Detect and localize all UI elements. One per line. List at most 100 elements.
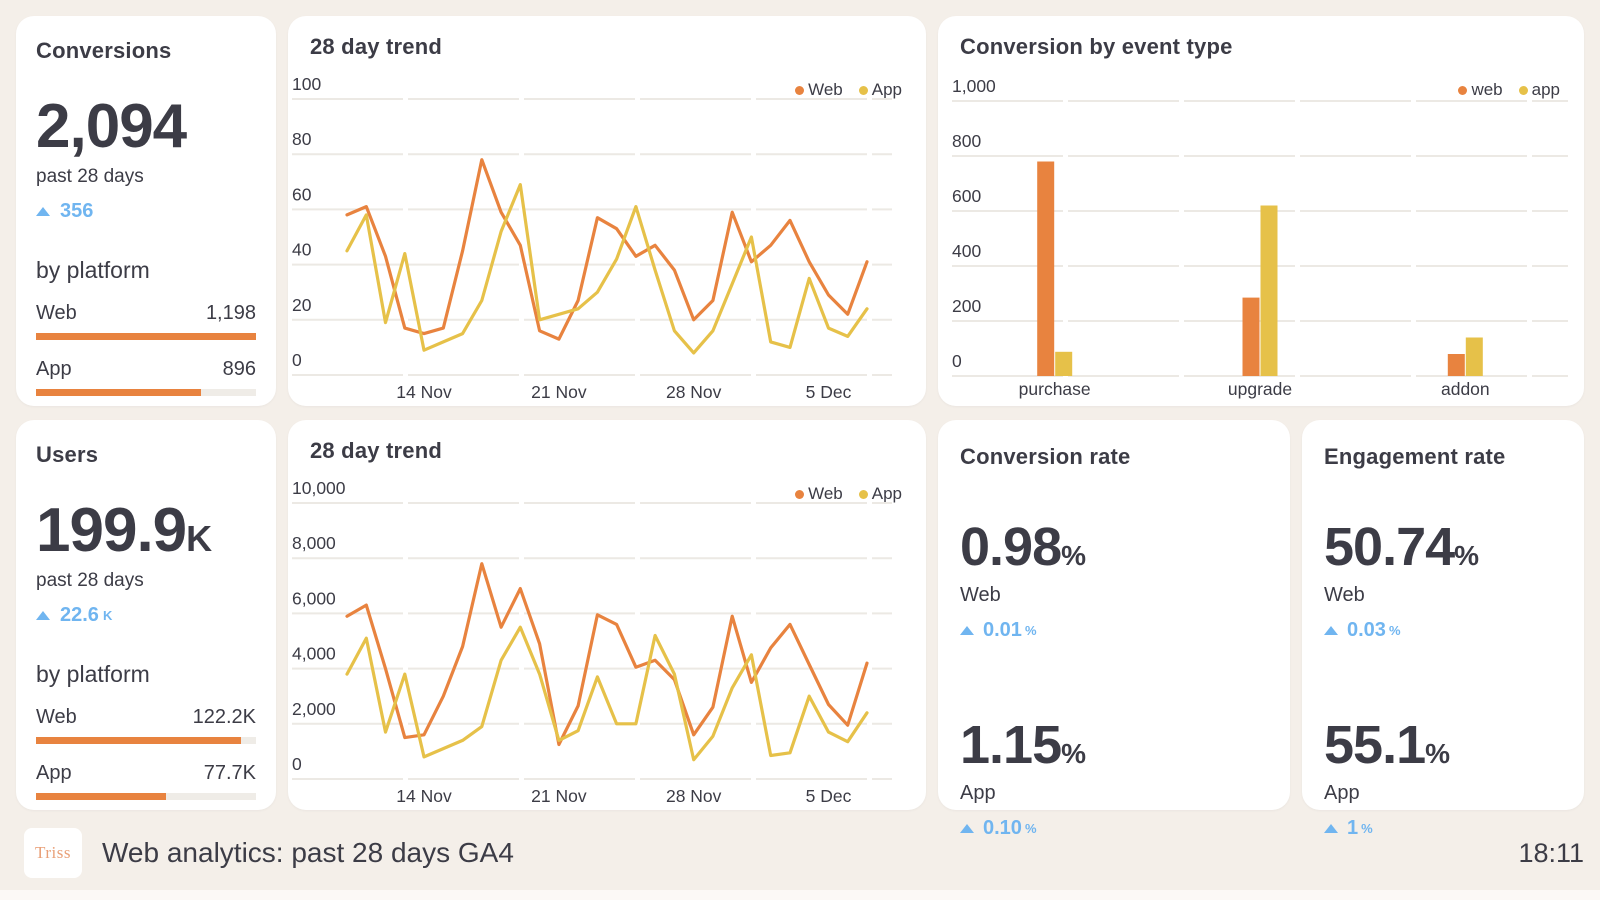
svg-text:5 Dec: 5 Dec: [806, 786, 852, 806]
up-arrow-icon: [36, 611, 50, 620]
rate-value: 1.15%: [960, 718, 1268, 772]
platform-bar-fill: [36, 333, 256, 340]
svg-text:8,000: 8,000: [292, 533, 336, 553]
svg-text:1,000: 1,000: [952, 76, 996, 96]
platform-value: 1,198: [205, 302, 256, 324]
card-title: Users: [36, 442, 99, 467]
delta-value: 22.6: [60, 604, 99, 626]
metric-value: 2,094: [36, 96, 256, 158]
delta-value: 356: [60, 200, 94, 222]
rate-number: 1.15: [960, 715, 1062, 775]
delta-value: 1: [1347, 817, 1359, 839]
rate-number: 50.74: [1324, 517, 1455, 577]
rate-value: 0.98%: [960, 520, 1268, 574]
platform-bar-fill: [36, 389, 201, 396]
logo: Triss: [24, 828, 82, 878]
platform-row: Web 1,198: [36, 302, 256, 325]
legend-label: Web: [808, 80, 843, 99]
platform-label: App: [36, 358, 72, 380]
legend-label: web: [1471, 80, 1503, 99]
rate-delta: 0.01 %: [960, 619, 1268, 642]
card-title: Conversion by event type: [960, 34, 1233, 59]
legend-dot-icon: [795, 489, 805, 499]
legend-dot-icon: [795, 85, 805, 95]
legend-label: App: [871, 484, 902, 503]
svg-text:21 Nov: 21 Nov: [531, 382, 587, 402]
legend-item: App: [858, 80, 902, 100]
rate-item: 0.98% Web 0.01 %: [960, 520, 1268, 642]
card-users: Users 199.9K past 28 days 22.6 K by plat…: [16, 420, 276, 810]
up-arrow-icon: [1324, 626, 1338, 635]
metric-number: 199.9: [36, 496, 187, 565]
breakdown-heading: by platform: [36, 661, 150, 687]
legend-item: app: [1518, 80, 1560, 100]
card-title: 28 day trend: [310, 438, 443, 463]
svg-text:40: 40: [292, 240, 312, 260]
line-chart: 0 20 40 60 80 100 14 Nov 21 Nov 28 Nov 5 Dec: [292, 62, 912, 411]
legend-dot-icon: [1458, 85, 1468, 95]
svg-text:800: 800: [952, 131, 981, 151]
rate-number: 0.98: [960, 517, 1062, 577]
legend-label: App: [871, 80, 902, 99]
card-events-by-type: Conversion by event type web app 0 200 400 6…: [938, 16, 1584, 406]
legend-label: Web: [808, 484, 843, 503]
rate-unit: %: [1061, 738, 1087, 769]
legend-dot-icon: [1518, 85, 1528, 95]
svg-text:0: 0: [292, 754, 302, 774]
delta-value: 0.01: [983, 619, 1022, 641]
rate-item: 1.15% App 0.10 %: [960, 718, 1268, 840]
platform-label: Web: [36, 302, 77, 324]
rate-item: 55.1% App 1 %: [1324, 718, 1562, 840]
bottom-strip: [0, 890, 1600, 900]
chart-legend: web app: [1458, 80, 1560, 100]
svg-text:0: 0: [952, 351, 962, 371]
legend-item: Web: [795, 80, 843, 100]
dashboard-title: Web analytics: past 28 days GA4: [102, 837, 514, 868]
chart-legend: Web App: [795, 80, 902, 100]
platform-bar-fill: [36, 737, 241, 744]
svg-text:0: 0: [292, 350, 302, 370]
up-arrow-icon: [1324, 824, 1338, 833]
rate-unit: %: [1061, 540, 1087, 571]
legend-dot-icon: [858, 489, 868, 499]
bar-chart: 0 200 400 600 800 1,000 purchase upgrade addon: [952, 62, 1570, 411]
metric-number: 2,094: [36, 92, 187, 161]
delta-value: 0.10: [983, 817, 1022, 839]
rate-label: Web: [1324, 584, 1365, 606]
rate-unit: %: [1425, 738, 1451, 769]
svg-text:purchase: purchase: [1019, 379, 1091, 399]
card-title: 28 day trend: [310, 34, 443, 59]
platform-bar: [36, 333, 256, 340]
platform-row: App 77.7K: [36, 762, 256, 785]
legend-item: web: [1458, 80, 1503, 100]
up-arrow-icon: [960, 626, 974, 635]
rate-number: 55.1: [1324, 715, 1426, 775]
svg-text:upgrade: upgrade: [1228, 379, 1292, 399]
delta-unit: %: [1388, 623, 1401, 638]
svg-text:10,000: 10,000: [292, 478, 346, 498]
card-conversions: Conversions 2,094 past 28 days 356 by pl…: [16, 16, 276, 406]
svg-text:60: 60: [292, 184, 312, 204]
platform-bar: [36, 389, 256, 396]
svg-text:6,000: 6,000: [292, 588, 336, 608]
svg-text:28 Nov: 28 Nov: [666, 382, 722, 402]
svg-text:600: 600: [952, 186, 981, 206]
svg-text:28 Nov: 28 Nov: [666, 786, 722, 806]
platform-value: 122.2K: [192, 706, 256, 728]
platform-row: App 896: [36, 358, 256, 381]
platform-value: 77.7K: [203, 762, 256, 784]
legend-dot-icon: [858, 85, 868, 95]
delta-unit: %: [1024, 821, 1037, 836]
metric-period: past 28 days: [36, 570, 144, 591]
platform-row: Web 122.2K: [36, 706, 256, 729]
metric-delta: 356: [36, 200, 256, 223]
rate-value: 50.74%: [1324, 520, 1562, 574]
metric-period: past 28 days: [36, 166, 144, 187]
platform-label: Web: [36, 706, 77, 728]
rate-label: App: [1324, 782, 1360, 804]
clock: 18:11: [1518, 837, 1584, 868]
card-conversion-rate: Conversion rate 0.98% Web 0.01 % 1.15% A…: [938, 420, 1290, 839]
delta-suffix: K: [102, 608, 113, 623]
svg-text:80: 80: [292, 129, 312, 149]
platform-bar: [36, 793, 256, 800]
